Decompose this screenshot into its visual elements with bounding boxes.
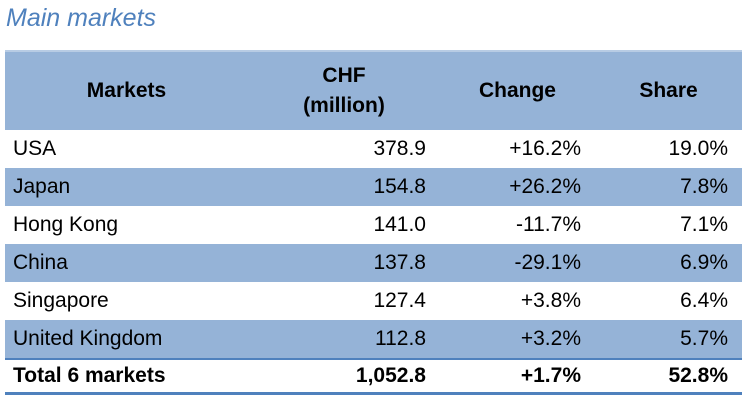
- market-cell: Total 6 markets: [5, 358, 248, 395]
- value-cell: +3.8%: [520, 289, 581, 312]
- markets-table: Markets CHF (million) Change Share USA 378…: [5, 50, 742, 395]
- value-cell: 7.8%: [595, 168, 742, 206]
- table-row: Japan 154.8 +26.2% 7.8%: [5, 168, 742, 206]
- value-cell: +1.7%: [440, 358, 595, 395]
- table-row: China 137.8 -29.1% 6.9%: [5, 244, 742, 282]
- table-footer: Total 6 markets 1,052.8 +1.7% 52.8%: [5, 358, 742, 395]
- table-row: United Kingdom 112.8 +3.2% 5.7%: [5, 320, 742, 359]
- table-row: Singapore 127.4 +3.8% 6.4%: [5, 282, 742, 320]
- market-cell: United Kingdom: [5, 320, 248, 359]
- table-body: USA 378.9 +16.2% 19.0% Japan 154.8 +26.2% 7.8% H…: [5, 130, 742, 359]
- value-cell: 5.7%: [595, 320, 742, 359]
- market-cell: Singapore: [13, 289, 109, 312]
- value-cell: 1,052.8: [248, 358, 440, 395]
- header-row: Markets CHF (million) Change Share: [5, 50, 742, 130]
- value-cell: 137.8: [248, 244, 440, 282]
- value-cell: 6.9%: [595, 244, 742, 282]
- value-cell: 112.8: [248, 320, 440, 359]
- value-cell: +16.2%: [509, 137, 581, 160]
- value-cell: 6.4%: [680, 289, 728, 312]
- value-cell: 19.0%: [668, 137, 728, 160]
- value-cell: -29.1%: [440, 244, 595, 282]
- value-cell: 52.8%: [595, 358, 742, 395]
- header-line: (million): [303, 94, 385, 117]
- market-cell: Hong Kong: [13, 213, 119, 236]
- table-row: Hong Kong 141.0 -11.7% 7.1%: [5, 206, 742, 244]
- header-cell: Share: [595, 50, 742, 130]
- value-cell: 7.1%: [680, 213, 728, 236]
- value-cell: 378.9: [373, 137, 426, 160]
- header-cell: Change: [440, 50, 595, 130]
- market-cell: USA: [13, 137, 57, 160]
- total-row: Total 6 markets 1,052.8 +1.7% 52.8%: [5, 358, 742, 395]
- market-cell: China: [5, 244, 248, 282]
- value-cell: 154.8: [248, 168, 440, 206]
- value-cell: 127.4: [373, 289, 426, 312]
- header-cell: CHF (million): [248, 50, 440, 130]
- value-cell: +26.2%: [440, 168, 595, 206]
- title: Main markets: [6, 4, 157, 32]
- value-cell: 141.0: [373, 213, 426, 236]
- value-cell: -11.7%: [516, 213, 581, 236]
- header-line: CHF: [322, 64, 366, 87]
- market-cell: Japan: [5, 168, 248, 206]
- value-cell: +3.2%: [440, 320, 595, 359]
- table-header: Markets CHF (million) Change Share: [5, 50, 742, 130]
- header-cell: Markets: [5, 50, 248, 130]
- table-row: USA 378.9 +16.2% 19.0%: [5, 130, 742, 168]
